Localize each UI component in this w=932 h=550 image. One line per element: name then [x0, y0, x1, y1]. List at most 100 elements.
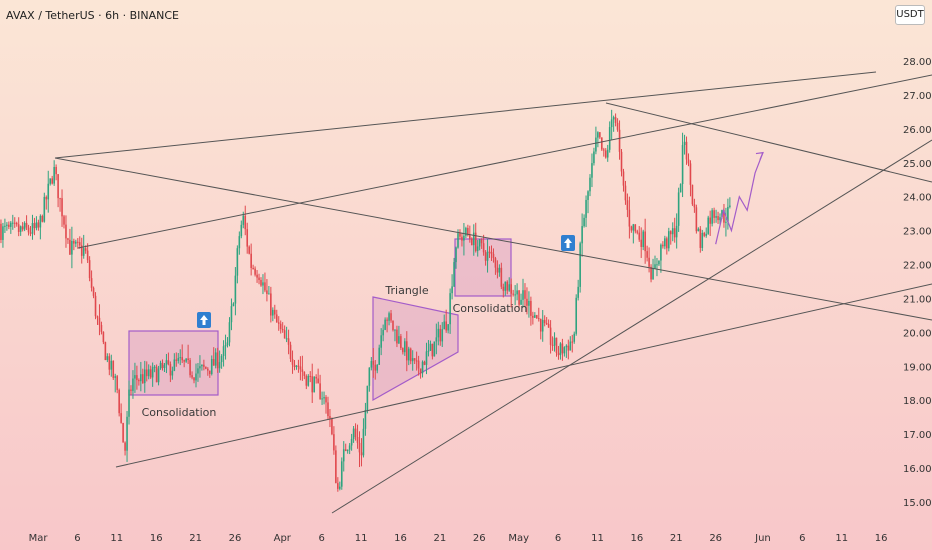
candle-body	[185, 358, 187, 362]
candle-body	[262, 282, 264, 286]
breakout-arrow-icon	[197, 312, 211, 328]
time-tick-label: 26	[709, 533, 722, 544]
candle-body	[407, 348, 410, 361]
time-tick-label: 26	[473, 533, 486, 544]
candle-body	[205, 366, 207, 369]
candle-body	[189, 360, 191, 376]
candle-body	[449, 293, 451, 325]
candle-body	[364, 410, 367, 429]
candle-body	[601, 137, 603, 150]
candle-body	[140, 374, 142, 382]
candle-body	[683, 141, 686, 145]
candle-body	[76, 241, 79, 243]
candle-body	[697, 228, 700, 232]
candle-body	[496, 267, 499, 273]
candles-layer	[0, 109, 731, 492]
candle-body	[514, 294, 516, 296]
candle-body	[569, 341, 572, 351]
candle-body	[666, 238, 668, 249]
candle-body	[459, 233, 461, 237]
candle-body	[112, 360, 115, 378]
candle-body	[532, 315, 534, 318]
candle-body	[110, 360, 113, 370]
candle-body	[27, 227, 30, 233]
candle-body	[597, 132, 599, 138]
candle-body	[340, 461, 343, 487]
candle-body	[516, 290, 518, 295]
candle-body	[191, 375, 193, 378]
candle-body	[19, 226, 22, 232]
candle-body	[703, 232, 706, 236]
candle-body	[687, 159, 690, 164]
currency-badge[interactable]: USDT	[895, 5, 925, 25]
candle-body	[120, 413, 122, 423]
consolidation-label-1: Consolidation	[142, 406, 217, 419]
candle-body	[61, 198, 63, 217]
time-tick-label: 6	[74, 533, 80, 544]
candle-body	[571, 341, 574, 343]
candle-body	[717, 216, 719, 221]
candle-body	[691, 184, 694, 205]
candle-body	[539, 319, 542, 332]
candle-body	[498, 267, 501, 273]
candle-body	[549, 327, 552, 345]
candle-body	[461, 236, 463, 241]
time-tick-label: 6	[318, 533, 324, 544]
candle-body	[203, 364, 205, 367]
candle-body	[725, 221, 727, 223]
candle-body	[729, 205, 731, 207]
candle-body	[677, 192, 680, 226]
candle-body	[4, 225, 6, 227]
candle-body	[333, 434, 335, 451]
candle-body	[695, 207, 698, 232]
candle-body	[55, 167, 57, 175]
candle-body	[23, 222, 26, 230]
candle-body	[413, 358, 416, 361]
candle-body	[17, 224, 20, 232]
candle-body	[63, 216, 65, 225]
candle-body	[423, 361, 426, 365]
price-tick-label: 25.00	[903, 159, 932, 170]
candle-body	[455, 247, 457, 263]
candle-body	[295, 365, 298, 368]
candle-body	[230, 306, 233, 323]
candle-body	[671, 228, 674, 235]
candle-body	[21, 226, 24, 230]
candle-body	[630, 226, 633, 231]
candle-body	[435, 337, 438, 342]
candle-body	[37, 222, 40, 228]
candle-body	[82, 248, 85, 256]
candle-body	[425, 351, 428, 365]
candle-body	[350, 438, 353, 446]
candle-body	[620, 151, 623, 172]
candle-body	[283, 330, 286, 339]
candle-body	[348, 445, 351, 450]
candle-body	[346, 449, 349, 452]
candle-body	[593, 151, 595, 164]
candle-body	[175, 359, 178, 361]
candle-body	[701, 232, 704, 248]
candle-body	[719, 217, 721, 221]
channel-upper-line	[77, 74, 932, 249]
candle-body	[443, 321, 446, 330]
candle-body	[224, 345, 227, 347]
candle-body	[92, 287, 95, 296]
candle-body	[171, 370, 174, 376]
candle-body	[49, 178, 52, 184]
candle-body	[366, 385, 369, 411]
price-tick-label: 28.00	[903, 57, 932, 68]
candle-body	[165, 360, 168, 365]
breakout-arrow-icon	[561, 235, 575, 251]
candle-body	[195, 373, 197, 381]
candle-body	[437, 328, 440, 338]
candle-body	[506, 281, 509, 291]
candle-body	[404, 341, 406, 353]
candle-body	[352, 428, 355, 439]
candle-body	[679, 184, 682, 193]
candle-body	[132, 378, 134, 391]
candle-body	[612, 117, 615, 120]
price-tick-label: 27.00	[903, 91, 932, 102]
candle-body	[220, 356, 223, 363]
candle-body	[53, 167, 55, 184]
